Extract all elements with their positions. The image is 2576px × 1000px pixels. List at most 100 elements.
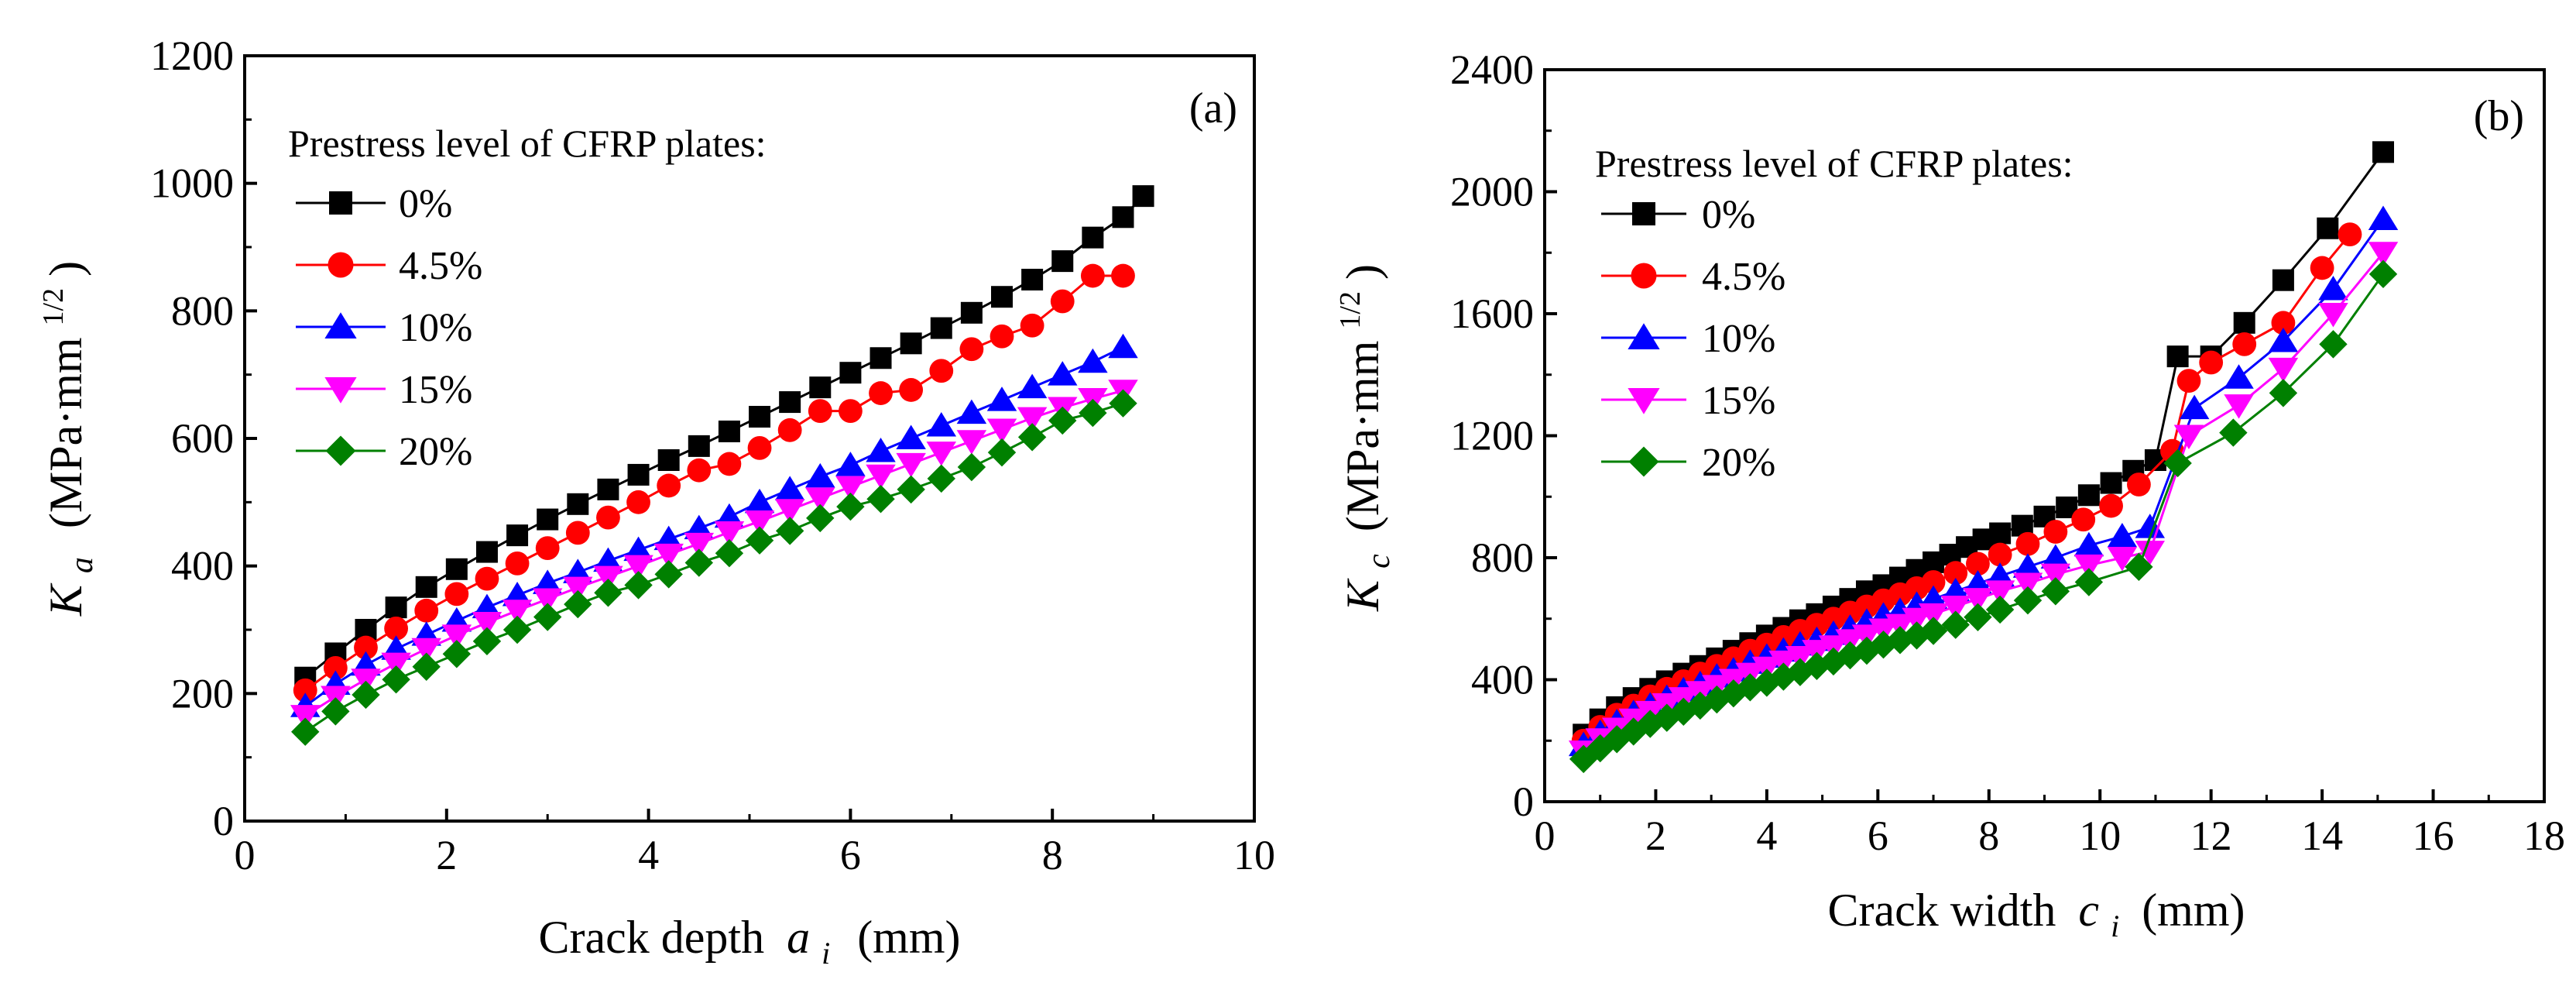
data-point	[1989, 522, 2012, 545]
data-point	[2179, 394, 2210, 420]
data-point	[1082, 226, 1104, 249]
data-point	[563, 576, 593, 602]
data-point	[929, 359, 954, 383]
data-point	[897, 475, 925, 504]
legend-label: 4.5%	[399, 244, 482, 288]
data-point	[1921, 570, 1946, 594]
data-point	[2073, 531, 2104, 557]
series-20-pct	[291, 389, 1137, 746]
data-point	[806, 503, 835, 533]
series-20-pct	[1569, 259, 2398, 774]
data-point	[2224, 394, 2254, 419]
data-point	[869, 381, 893, 405]
legend-item: 10%	[1601, 317, 1775, 361]
data-point	[532, 569, 563, 594]
data-point	[2232, 332, 2257, 356]
data-point	[2368, 259, 2398, 289]
data-point	[2224, 364, 2254, 389]
data-point	[1819, 647, 1848, 676]
data-point	[2268, 327, 2299, 352]
legend-marker	[329, 191, 352, 215]
y-axis-title-b: K c (MPa·mm 1/2 )	[1319, 264, 1399, 612]
data-point	[441, 624, 472, 649]
data-point	[930, 317, 952, 339]
legend-a: Prestress level of CFRP plates: 0% 4.5% 10…	[288, 122, 767, 474]
legend-marker	[324, 377, 357, 404]
data-point	[623, 555, 653, 580]
data-point	[385, 596, 407, 619]
y-tick-label: 1200	[1450, 413, 1534, 459]
data-point	[2125, 552, 2153, 582]
data-point	[2040, 544, 2071, 569]
data-point	[290, 705, 321, 730]
data-point	[991, 286, 1013, 308]
data-point	[2219, 418, 2248, 447]
y-tick-label: 2000	[1450, 169, 1534, 215]
data-point	[2135, 541, 2166, 565]
data-point	[1963, 588, 1993, 613]
data-point	[2071, 507, 2096, 532]
x-tick-label: 4	[638, 832, 659, 878]
data-point	[626, 490, 650, 514]
data-point	[2043, 520, 2068, 544]
data-point	[1964, 603, 1992, 631]
legend-marker	[1631, 263, 1657, 289]
x-axis-var-b: c	[2078, 885, 2099, 936]
data-point	[986, 418, 1017, 443]
legend-item: 10%	[296, 306, 472, 350]
data-point	[2368, 242, 2399, 266]
data-point	[866, 437, 896, 462]
legend-item: 20%	[296, 430, 472, 474]
legend-title-b: Prestress level of CFRP plates:	[1595, 142, 2073, 185]
data-point	[1111, 263, 1135, 288]
data-point	[623, 536, 653, 562]
series-line	[304, 402, 1123, 733]
y-tick-label: 0	[1513, 778, 1534, 825]
data-point	[2163, 448, 2192, 478]
legend-marker	[1632, 202, 1655, 225]
legend-marker	[1628, 446, 1659, 477]
legend-label: 15%	[399, 368, 472, 412]
data-point	[809, 376, 832, 399]
data-point	[684, 532, 715, 558]
data-point	[749, 406, 771, 428]
data-point	[1021, 268, 1044, 290]
y-axis-var-b: K	[1337, 578, 1388, 612]
data-point	[835, 452, 866, 476]
data-point	[505, 551, 530, 576]
data-point	[1078, 348, 1108, 373]
data-point	[987, 438, 1017, 467]
data-point	[808, 399, 832, 423]
data-point	[2073, 554, 2104, 579]
data-point	[1050, 289, 1075, 314]
legend-label: 20%	[1702, 441, 1775, 485]
data-point	[745, 526, 774, 555]
data-point	[291, 717, 320, 746]
data-point	[896, 452, 926, 478]
legend-title-a: Prestress level of CFRP plates:	[288, 122, 767, 165]
series-line	[304, 274, 1123, 692]
legend-label: 10%	[1702, 317, 1775, 361]
data-point	[990, 324, 1014, 349]
x-tick-label: 18	[2523, 813, 2565, 859]
data-point	[412, 652, 441, 681]
data-point	[687, 458, 712, 483]
data-point	[537, 508, 559, 531]
x-tick-label: 4	[1756, 813, 1777, 859]
data-point	[715, 539, 744, 568]
chart-panel-b: 0 2 4 6 8 10 12 14 16 18 0 400 800 1200 1600 2000 2400 P…	[1319, 46, 2565, 943]
legend-marker	[325, 435, 356, 466]
data-point	[2317, 217, 2339, 239]
data-point	[835, 476, 866, 501]
data-point	[1902, 607, 1932, 633]
data-point	[596, 505, 620, 530]
data-point	[2012, 572, 2043, 597]
data-point	[805, 462, 835, 488]
data-point	[472, 611, 503, 637]
data-point	[2272, 269, 2294, 291]
y-axis-unit-sup-b: 1/2	[1334, 291, 1367, 329]
data-point	[1984, 580, 2015, 605]
data-point	[2173, 424, 2204, 449]
x-axis-var-a: a	[787, 912, 810, 963]
data-point	[475, 541, 498, 563]
